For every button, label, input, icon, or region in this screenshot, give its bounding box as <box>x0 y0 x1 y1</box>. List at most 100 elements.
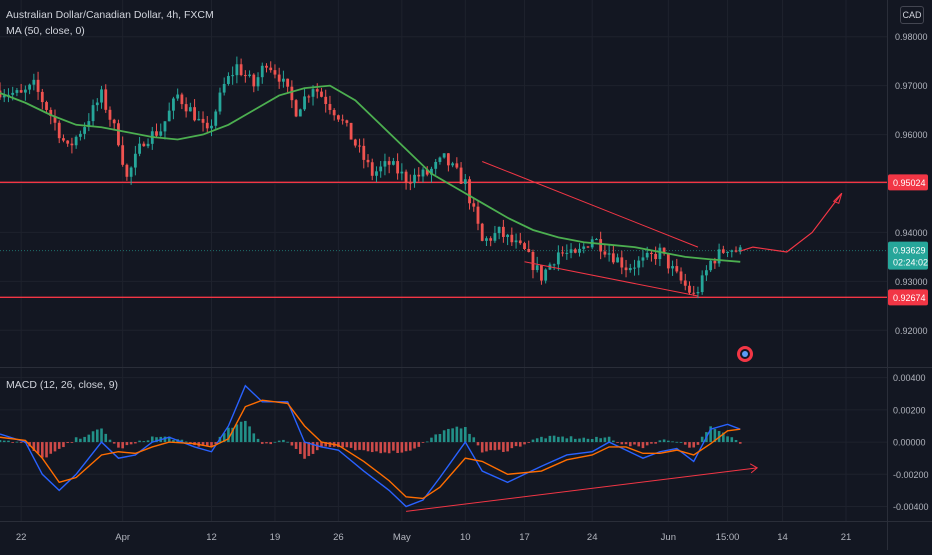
histogram-bar <box>294 442 298 449</box>
candle-body <box>489 238 493 241</box>
divergence-line <box>406 467 758 512</box>
replay-icon[interactable] <box>737 346 753 362</box>
candle-body <box>95 102 99 106</box>
candle-body <box>709 260 713 271</box>
candle-body <box>256 77 260 87</box>
histogram-bar <box>506 442 509 452</box>
histogram-bar <box>66 442 69 443</box>
symbol-legend[interactable]: Australian Dollar/Canadian Dollar, 4h, F… <box>6 9 214 21</box>
candle-body <box>658 247 662 260</box>
histogram-bar <box>354 442 357 451</box>
candle-body <box>180 94 184 105</box>
candle-body <box>455 163 459 168</box>
macd-series <box>0 384 759 512</box>
candle-body <box>654 253 658 260</box>
candle-body <box>540 265 543 281</box>
price-tick-label: 0.92000 <box>895 326 928 336</box>
histogram-bar <box>167 436 171 443</box>
candle-body <box>214 111 218 126</box>
histogram-bar <box>222 433 226 443</box>
candle-body <box>298 109 302 117</box>
histogram-bar <box>19 442 23 443</box>
candle-body <box>104 89 108 110</box>
candle-body <box>78 133 82 137</box>
time-tick-label: 10 <box>460 532 471 543</box>
countdown-label: 02:24:02 <box>893 258 928 268</box>
candle-body <box>57 122 61 139</box>
macd-legend[interactable]: MACD (12, 26, close, 9) <box>6 379 119 391</box>
histogram-bar <box>155 437 158 443</box>
candle-body <box>501 226 505 237</box>
price-tick-label: 0.94000 <box>895 228 928 238</box>
histogram-bar <box>404 442 408 452</box>
candle-body <box>353 139 357 146</box>
candle-body <box>332 109 336 116</box>
histogram-bar <box>227 427 230 443</box>
histogram-bar <box>531 439 535 443</box>
candle-body <box>117 123 120 146</box>
histogram-bar <box>370 442 374 453</box>
histogram-bar <box>447 428 450 443</box>
histogram-bar <box>409 442 412 451</box>
histogram-bar <box>679 442 683 443</box>
histogram-bar <box>87 434 91 443</box>
histogram-bar <box>260 442 264 444</box>
candle-body <box>341 119 345 121</box>
histogram-bar <box>421 442 425 443</box>
candle-body <box>603 251 607 255</box>
candle-body <box>459 167 463 184</box>
histogram-bar <box>489 442 492 451</box>
histogram-bar <box>595 436 598 443</box>
currency-button[interactable]: CAD <box>900 6 924 24</box>
histogram-bar <box>273 441 277 443</box>
histogram-bar <box>518 442 522 447</box>
moving-average-series <box>0 84 741 263</box>
histogram-bar <box>91 431 95 443</box>
histogram-bar <box>654 442 657 444</box>
candle-body <box>172 98 175 111</box>
candle-body <box>417 174 421 177</box>
histogram-bar <box>387 442 391 454</box>
candle-body <box>531 251 535 271</box>
candle-body <box>620 257 624 268</box>
candle-body <box>375 171 378 176</box>
histogram-bar <box>438 433 442 443</box>
histogram-bar <box>692 442 696 448</box>
candle-body <box>595 239 598 241</box>
histogram-bar <box>375 442 378 452</box>
histogram-bar <box>320 442 323 448</box>
price-tick-label: 0.98000 <box>895 32 928 42</box>
candle-body <box>205 122 209 129</box>
current-price-badge <box>888 241 928 270</box>
candle-body <box>112 119 116 124</box>
histogram-bar <box>142 441 146 443</box>
histogram-bar <box>366 442 370 452</box>
candle-body <box>730 250 734 252</box>
level-badge <box>888 289 928 306</box>
histogram-bar <box>514 442 518 447</box>
candle-body <box>387 161 391 165</box>
candle-body <box>514 240 518 243</box>
candle-body <box>201 118 205 123</box>
candle-body <box>222 83 226 93</box>
candle-body <box>277 74 281 82</box>
candle-body <box>582 246 586 249</box>
candle-body <box>523 243 526 249</box>
histogram-bar <box>32 442 36 451</box>
time-tick-label: 14 <box>777 532 788 543</box>
candle-body <box>510 234 514 243</box>
histogram-bar <box>100 428 103 443</box>
histogram-bar <box>328 442 332 447</box>
histogram-bar <box>599 438 602 443</box>
candle-body <box>138 143 141 154</box>
candle-body <box>696 292 700 294</box>
projection-path <box>740 192 843 253</box>
ma-legend[interactable]: MA (50, close, 0) <box>6 25 85 37</box>
histogram-bar <box>146 440 150 443</box>
histogram-bar <box>269 442 273 445</box>
candle-body <box>556 252 560 265</box>
macd-tick-label: -0.00400 <box>893 502 929 512</box>
histogram-bar <box>83 436 86 443</box>
